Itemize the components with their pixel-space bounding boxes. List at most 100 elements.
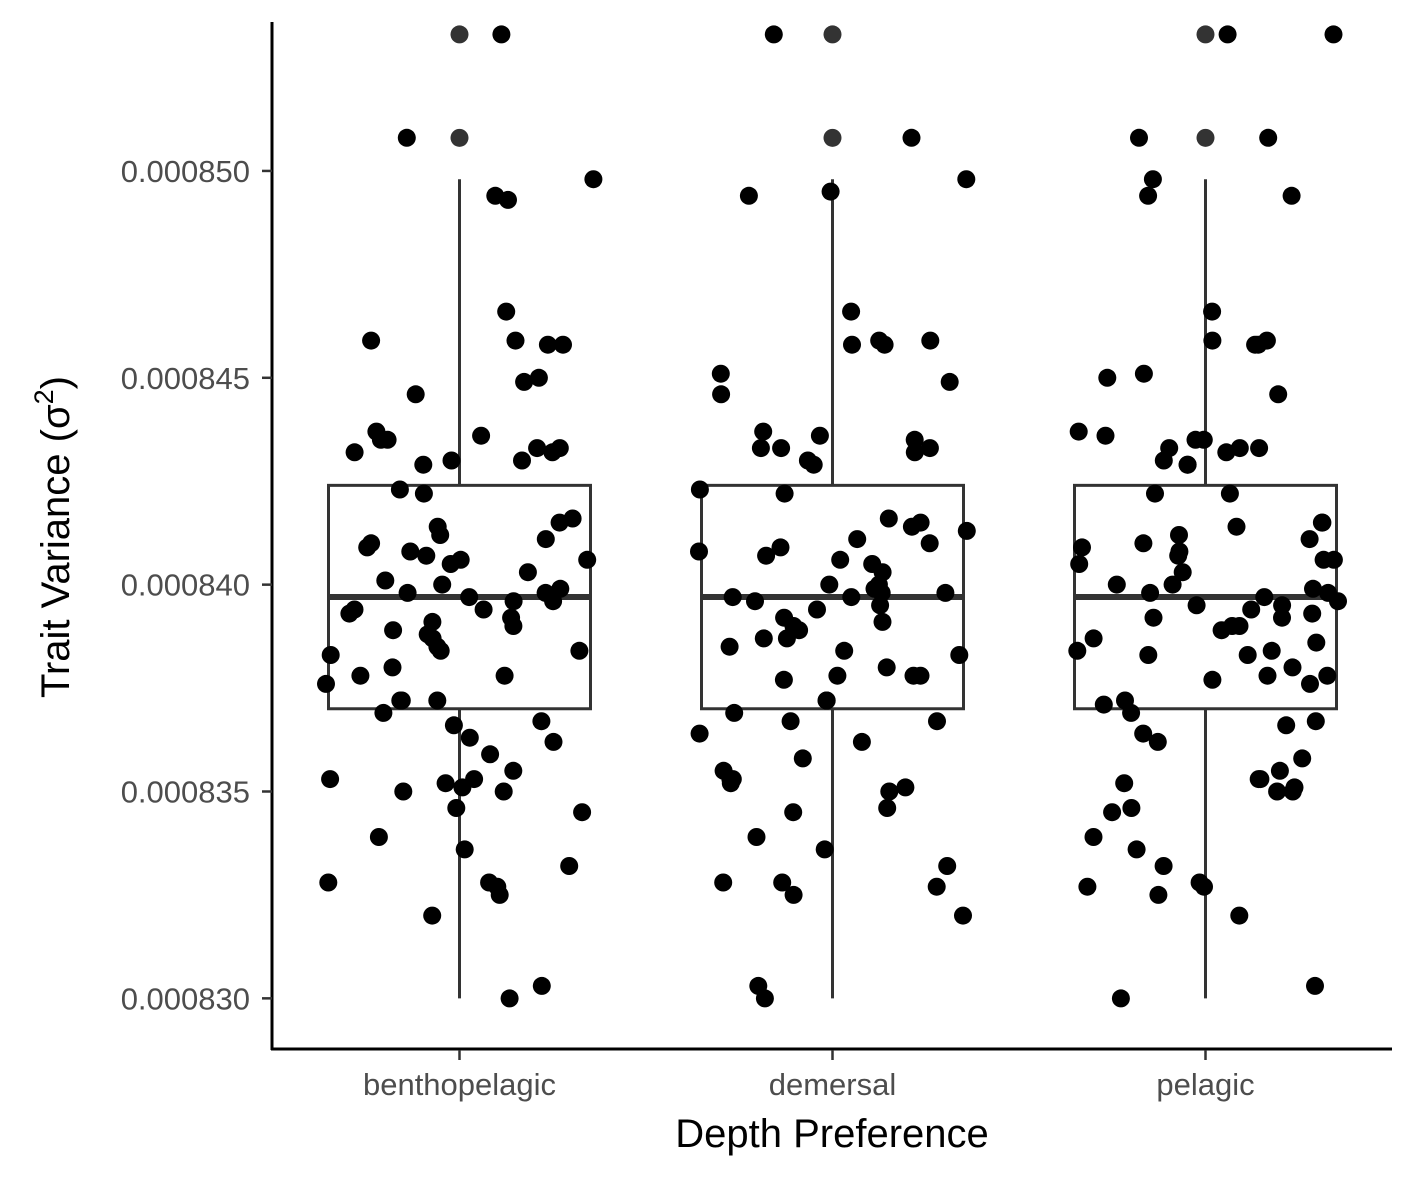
x-tick-label: demersal (769, 1067, 897, 1102)
data-point (1283, 782, 1302, 801)
data-point (504, 761, 523, 780)
data-point (875, 335, 894, 354)
data-point (1122, 703, 1141, 722)
data-point (1084, 629, 1103, 648)
data-point (1134, 364, 1153, 383)
data-point (499, 190, 517, 209)
data-point (1304, 579, 1322, 598)
data-point (401, 542, 420, 561)
data-point (720, 637, 739, 656)
data-point (528, 439, 547, 458)
y-tick-label: 0.000850 (121, 154, 250, 189)
data-point (852, 732, 871, 751)
data-point (1230, 617, 1249, 635)
data-point (414, 455, 433, 474)
data-point (431, 526, 450, 544)
data-point (1195, 877, 1213, 896)
data-point (1242, 600, 1261, 619)
data-point (1230, 439, 1249, 458)
data-point (879, 509, 898, 528)
data-point (954, 906, 972, 925)
data-point (544, 592, 563, 611)
data-point (384, 621, 403, 640)
data-point (570, 641, 589, 660)
data-point (877, 658, 896, 677)
data-point (1227, 517, 1246, 536)
data-point (828, 666, 847, 685)
data-point (1143, 170, 1162, 189)
data-point (904, 666, 923, 685)
data-point (1107, 575, 1126, 594)
data-point (455, 840, 474, 859)
data-point (1203, 670, 1222, 689)
data-point (754, 422, 773, 441)
data-point (938, 857, 957, 875)
data-point (506, 331, 525, 350)
data-point (447, 799, 466, 817)
data-point (804, 455, 823, 474)
data-point (871, 596, 890, 615)
data-point (848, 530, 867, 549)
data-point (578, 550, 597, 569)
data-point (442, 451, 461, 470)
data-point (920, 534, 939, 553)
data-point (536, 530, 555, 549)
data-point (1084, 828, 1103, 846)
data-point (1098, 368, 1117, 387)
data-point (1324, 550, 1343, 569)
x-tick-label: benthopelagic (363, 1067, 556, 1102)
data-point (1203, 302, 1222, 321)
data-point (784, 803, 803, 822)
data-point (1069, 422, 1088, 441)
y-axis-title-close: ) (34, 376, 78, 389)
data-point (793, 749, 812, 768)
data-point (902, 128, 921, 147)
data-point (1111, 989, 1130, 1008)
data-point (397, 128, 416, 147)
data-point (1301, 674, 1319, 693)
data-point (417, 546, 436, 565)
data-point (1141, 583, 1160, 602)
data-point (835, 641, 854, 660)
data-point (1318, 666, 1337, 685)
data-point (820, 575, 839, 594)
data-point (441, 555, 460, 573)
data-point (1154, 857, 1173, 875)
data-point (1078, 877, 1097, 896)
data-point (1293, 749, 1312, 768)
data-point (1251, 770, 1270, 789)
data-point (690, 542, 708, 561)
data-point (554, 335, 572, 354)
data-point (1212, 621, 1231, 640)
data-point (1170, 526, 1188, 544)
data-point (775, 484, 794, 503)
data-point (746, 592, 764, 611)
data-point (957, 521, 976, 540)
data-point (772, 439, 791, 458)
data-point (1324, 25, 1343, 44)
data-point (1186, 430, 1205, 449)
data-point (921, 331, 940, 350)
data-point (1218, 25, 1237, 44)
data-point (1283, 658, 1302, 677)
data-point (1148, 732, 1167, 751)
data-point (428, 691, 447, 710)
data-point (773, 873, 792, 892)
data-point (1134, 534, 1153, 553)
data-point (550, 513, 569, 532)
data-point (957, 170, 976, 189)
data-point (817, 691, 836, 710)
data-point (1268, 782, 1287, 801)
data-point (532, 976, 551, 995)
data-point (690, 480, 709, 499)
data-point (321, 770, 340, 789)
data-point (928, 712, 946, 731)
data-point (843, 335, 861, 354)
data-point (518, 563, 537, 582)
data-point (1300, 530, 1319, 549)
data-point (1217, 443, 1236, 462)
data-point (1273, 608, 1291, 627)
data-point (369, 828, 388, 846)
data-point (1269, 385, 1288, 404)
data-point (1255, 588, 1274, 607)
